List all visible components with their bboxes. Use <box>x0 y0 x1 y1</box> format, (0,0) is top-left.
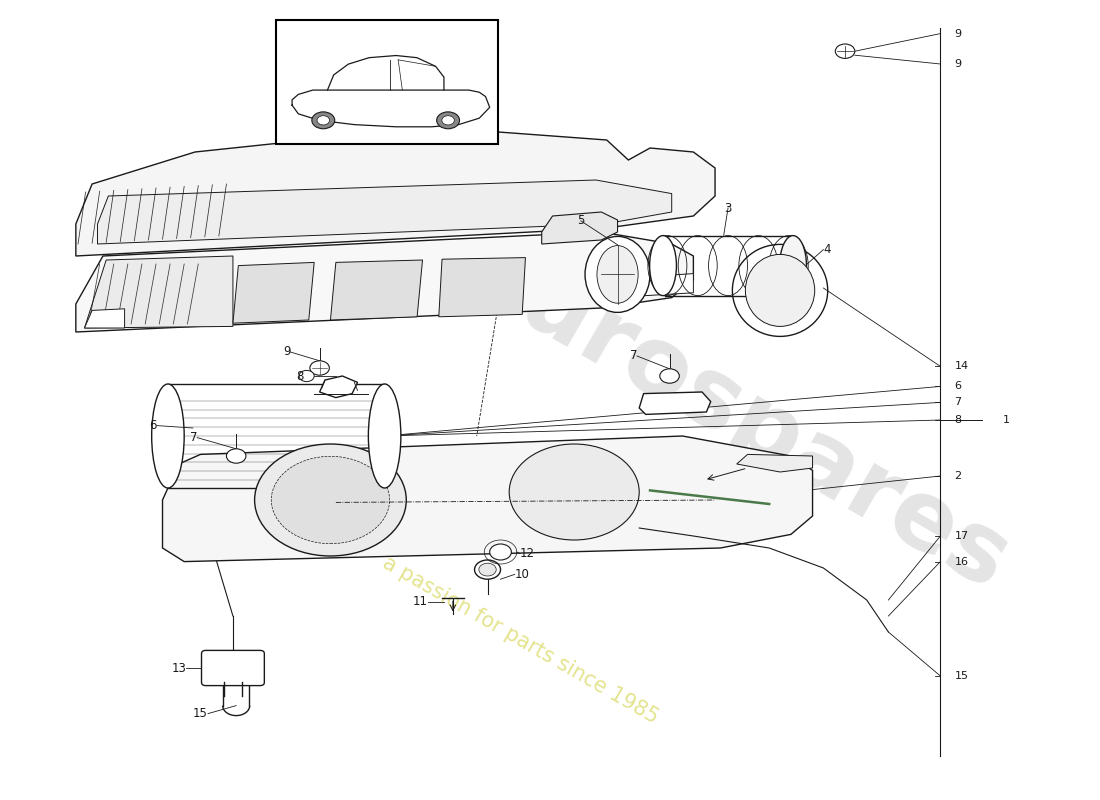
Text: 17: 17 <box>955 531 969 541</box>
Circle shape <box>310 361 329 375</box>
Polygon shape <box>85 256 233 328</box>
Text: 12: 12 <box>520 547 535 560</box>
Circle shape <box>437 112 460 129</box>
Polygon shape <box>85 309 124 328</box>
Text: a passion for parts since 1985: a passion for parts since 1985 <box>378 553 661 727</box>
Ellipse shape <box>746 254 815 326</box>
Ellipse shape <box>152 384 184 488</box>
Circle shape <box>311 112 334 129</box>
Polygon shape <box>330 260 422 320</box>
Text: 7: 7 <box>189 431 197 444</box>
Circle shape <box>299 370 315 382</box>
Polygon shape <box>76 232 693 332</box>
Circle shape <box>478 563 496 576</box>
Polygon shape <box>76 132 715 256</box>
Ellipse shape <box>780 235 806 296</box>
Ellipse shape <box>368 384 400 488</box>
Circle shape <box>254 444 406 556</box>
Polygon shape <box>320 376 358 398</box>
Circle shape <box>474 560 500 579</box>
FancyBboxPatch shape <box>201 650 264 686</box>
Text: 8: 8 <box>955 415 961 425</box>
Circle shape <box>442 116 454 125</box>
Polygon shape <box>163 436 813 562</box>
Text: 7: 7 <box>955 398 961 407</box>
Polygon shape <box>737 454 813 472</box>
Circle shape <box>490 544 512 560</box>
Text: eurospares: eurospares <box>448 222 1026 610</box>
Circle shape <box>509 444 639 540</box>
Circle shape <box>835 44 855 58</box>
Text: 11: 11 <box>412 595 428 608</box>
Text: 16: 16 <box>955 557 968 566</box>
Polygon shape <box>639 274 693 296</box>
Text: 5: 5 <box>578 214 584 227</box>
Text: 9: 9 <box>955 29 961 38</box>
Text: 9: 9 <box>955 59 961 69</box>
Polygon shape <box>639 392 711 414</box>
Text: 3: 3 <box>725 202 732 214</box>
Text: 8: 8 <box>296 370 304 382</box>
Bar <box>276 20 498 144</box>
Circle shape <box>317 116 330 125</box>
Ellipse shape <box>733 245 827 336</box>
Text: 13: 13 <box>172 662 186 674</box>
Text: 6: 6 <box>150 419 157 432</box>
Polygon shape <box>98 180 672 244</box>
Text: 2: 2 <box>955 471 961 481</box>
Ellipse shape <box>585 237 650 313</box>
Polygon shape <box>439 258 526 317</box>
Text: 9: 9 <box>283 346 290 358</box>
Circle shape <box>660 369 680 383</box>
Polygon shape <box>233 262 315 323</box>
Text: 14: 14 <box>955 362 969 371</box>
Text: 6: 6 <box>955 382 961 391</box>
Text: 7: 7 <box>629 350 637 362</box>
Polygon shape <box>541 212 617 244</box>
Text: 4: 4 <box>824 243 830 256</box>
Text: 15: 15 <box>194 707 208 720</box>
Circle shape <box>272 456 389 544</box>
Ellipse shape <box>597 246 638 303</box>
Text: 10: 10 <box>515 568 529 581</box>
Text: 15: 15 <box>955 671 968 681</box>
Circle shape <box>227 449 246 463</box>
Ellipse shape <box>650 235 676 296</box>
Text: 1: 1 <box>1003 415 1010 425</box>
